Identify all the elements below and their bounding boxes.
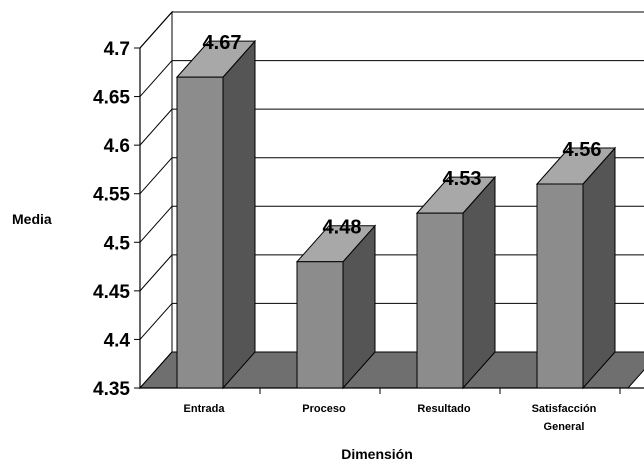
bar: [535, 146, 617, 390]
bar-front-face: [296, 261, 344, 389]
bar-side-face: [462, 175, 496, 390]
y-tick-label: 4.55: [93, 185, 130, 206]
data-labels: 4.67 4.48 4.53 4.56: [203, 32, 602, 239]
y-tick-label: 4.4: [104, 330, 131, 351]
data-label: 4.67: [203, 32, 242, 54]
bar: [295, 224, 377, 390]
bar-front-face: [536, 183, 584, 389]
x-tick-label: Proceso: [302, 403, 346, 415]
gridline-diagonal: [139, 303, 173, 340]
y-tick-label: 4.35: [93, 379, 130, 400]
data-label: 4.56: [563, 139, 602, 161]
side-wall-panel: [139, 10, 173, 390]
gridline-diagonal: [139, 205, 173, 243]
x-tick-label: Satisfacción General: [532, 403, 597, 433]
y-tick-label: 4.5: [104, 233, 131, 254]
y-tick-label: 4.45: [93, 282, 130, 303]
gridline-diagonal: [139, 157, 173, 195]
x-tick-label: Resultado: [417, 403, 470, 415]
data-label: 4.53: [443, 168, 482, 190]
y-tick-label: 4.6: [104, 136, 130, 157]
x-tick-label: Entrada: [184, 403, 226, 415]
gridline-diagonal: [139, 254, 173, 292]
bar-side-face: [222, 39, 256, 390]
bars: [175, 39, 617, 390]
y-axis: 4.35 4.4 4.45 4.5 4.55 4.6 4.65 4.7 Entrada Proce…: [93, 39, 644, 433]
data-label: 4.48: [323, 217, 362, 239]
y-axis-title: Media: [12, 211, 52, 227]
bar-front-face: [176, 76, 224, 389]
bar-side-face: [582, 146, 616, 390]
bar-front-face: [416, 212, 464, 389]
bar: [415, 175, 497, 390]
x-axis-title: Dimensión: [341, 446, 413, 462]
gridline-diagonal: [139, 108, 173, 146]
gridline-diagonal: [139, 11, 173, 49]
gridline-diagonal: [139, 60, 173, 97]
bar: [175, 39, 257, 390]
y-tick-label: 4.7: [104, 39, 130, 60]
y-tick-label: 4.65: [93, 88, 130, 109]
